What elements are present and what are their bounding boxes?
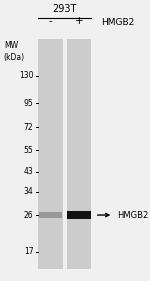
Text: 34: 34 — [24, 187, 33, 196]
Text: 55: 55 — [24, 146, 33, 155]
Text: 72: 72 — [24, 123, 33, 132]
Text: MW
(kDa): MW (kDa) — [4, 42, 25, 62]
Text: +: + — [75, 16, 83, 26]
FancyBboxPatch shape — [67, 211, 91, 219]
Text: 43: 43 — [24, 167, 33, 176]
FancyBboxPatch shape — [39, 212, 62, 218]
FancyBboxPatch shape — [67, 39, 91, 269]
Text: 293T: 293T — [52, 4, 77, 14]
Text: 26: 26 — [24, 210, 33, 219]
Text: 95: 95 — [24, 99, 33, 108]
Text: HMGB2: HMGB2 — [117, 210, 148, 219]
Text: HMGB2: HMGB2 — [101, 18, 134, 27]
FancyBboxPatch shape — [38, 39, 63, 269]
Text: -: - — [49, 16, 52, 26]
Text: 17: 17 — [24, 247, 33, 256]
Text: 130: 130 — [19, 71, 33, 80]
